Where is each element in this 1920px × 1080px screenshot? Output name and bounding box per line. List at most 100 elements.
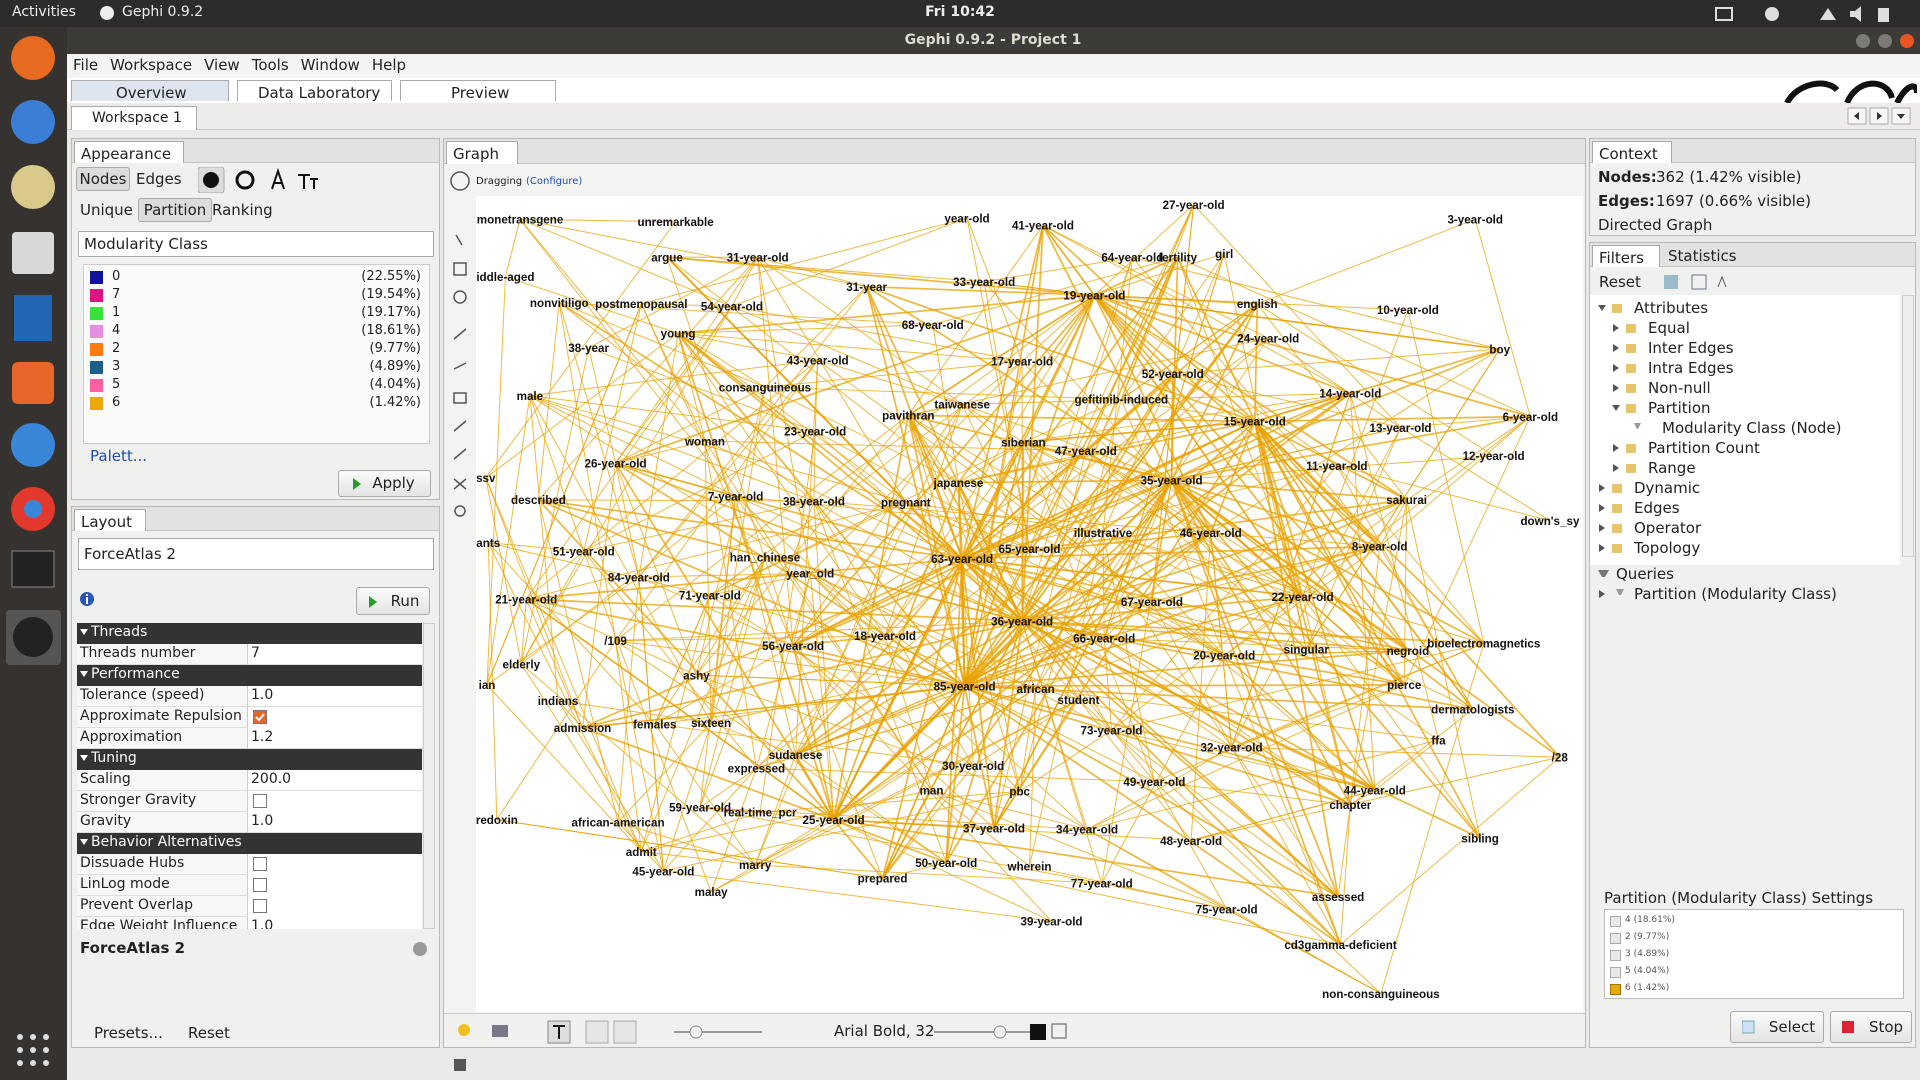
tree-item[interactable]: Modularity Class (Node) <box>1662 419 1842 437</box>
context-tab[interactable]: Context <box>1592 141 1672 163</box>
menu-item[interactable]: Tools <box>251 56 289 74</box>
edge <box>964 685 1473 711</box>
workspace-tab[interactable]: Workspace 1 <box>71 106 197 130</box>
filter-icons[interactable] <box>1662 273 1732 291</box>
attribute-select[interactable]: Modularity Class <box>78 231 434 257</box>
tree-item[interactable]: Partition <box>1648 399 1711 417</box>
scrollbar[interactable] <box>423 623 435 929</box>
menu-item[interactable]: Window <box>300 56 360 74</box>
expander[interactable] <box>80 629 89 637</box>
graph-tab[interactable]: Graph <box>446 141 518 164</box>
settings-box[interactable] <box>1610 916 1621 927</box>
tree-toggle[interactable] <box>1612 344 1621 353</box>
reset-filters[interactable]: Reset <box>1599 273 1641 291</box>
menu-item[interactable]: File <box>73 56 99 74</box>
tree-item[interactable]: Equal <box>1648 319 1690 337</box>
expander[interactable] <box>80 839 89 847</box>
expander[interactable] <box>80 755 89 763</box>
edges-tab[interactable]: Edges <box>136 170 182 188</box>
tree-toggle[interactable] <box>1598 484 1607 493</box>
appearance-tab[interactable]: Appearance <box>74 141 184 163</box>
settings-label: 3 (4.89%) <box>1625 949 1670 959</box>
partition-tab[interactable]: Partition <box>138 198 212 222</box>
tree-item[interactable]: Topology <box>1634 539 1701 557</box>
scrollbar[interactable] <box>1902 295 1914 557</box>
data-lab-tab[interactable]: Data Laboratory <box>237 80 392 102</box>
settings-box[interactable] <box>1610 984 1621 995</box>
tree-item[interactable]: Partition Count <box>1648 439 1760 457</box>
property-value[interactable]: 200.0 <box>248 770 422 791</box>
tree-item[interactable]: Non-null <box>1648 379 1711 397</box>
tree-item[interactable]: Edges <box>1634 499 1680 517</box>
property-value[interactable]: 1.0 <box>248 917 422 929</box>
tree-toggle[interactable] <box>1598 504 1607 513</box>
tree-toggle[interactable] <box>1598 524 1607 533</box>
property-checkbox[interactable] <box>253 878 267 892</box>
edge <box>1021 303 1258 622</box>
app-menu[interactable]: Gephi 0.9.2 <box>122 4 204 20</box>
preview-tab[interactable]: Preview <box>400 80 556 102</box>
settings-box[interactable] <box>1610 950 1621 961</box>
menu-item[interactable]: View <box>204 56 240 74</box>
property-value[interactable]: 7 <box>248 644 422 665</box>
tree-toggle[interactable] <box>1612 384 1621 393</box>
configure-link[interactable]: (Configure) <box>526 176 583 187</box>
tree-toggle[interactable] <box>1598 304 1607 313</box>
property-value[interactable]: 1.0 <box>248 812 422 833</box>
reset-layout[interactable]: Reset <box>188 1024 230 1042</box>
graph-tools[interactable] <box>448 169 476 1080</box>
edge <box>486 303 642 686</box>
run-icon <box>369 596 377 608</box>
size-slider[interactable] <box>934 1020 1094 1044</box>
presets[interactable]: Presets... <box>94 1024 163 1042</box>
query-item[interactable]: Partition (Modularity Class) <box>1634 585 1837 603</box>
property-checkbox[interactable] <box>253 794 267 808</box>
clock[interactable]: Fri 10:42 <box>925 4 995 20</box>
tree-toggle[interactable] <box>1612 324 1621 333</box>
edge <box>485 477 642 852</box>
property-checkbox[interactable] <box>253 899 267 913</box>
property-value[interactable]: 1.2 <box>248 728 422 749</box>
help-icon[interactable] <box>412 941 428 957</box>
expander[interactable] <box>80 671 89 679</box>
tree-item[interactable]: Intra Edges <box>1648 359 1734 377</box>
window-controls[interactable] <box>1855 32 1917 50</box>
tree-toggle[interactable] <box>1612 364 1621 373</box>
tree-toggle[interactable] <box>1612 444 1621 453</box>
tree-toggle[interactable] <box>1612 464 1621 473</box>
settings-box[interactable] <box>1610 933 1621 944</box>
algorithm-select[interactable]: ForceAtlas 2 <box>78 538 434 570</box>
property-value[interactable]: 1.0 <box>248 686 422 707</box>
toolbar-icons[interactable] <box>452 1020 832 1044</box>
font-name[interactable]: Arial Bold, 32 <box>834 1022 935 1040</box>
layout-tab[interactable]: Layout <box>74 509 146 531</box>
tree-toggle[interactable] <box>1598 590 1607 599</box>
tree-item[interactable]: Dynamic <box>1634 479 1701 497</box>
statistics-tab[interactable]: Statistics <box>1668 247 1737 265</box>
tree-item[interactable]: Inter Edges <box>1648 339 1734 357</box>
node-label: pierce <box>1387 679 1422 692</box>
settings-box[interactable] <box>1610 967 1621 978</box>
appearance-icons[interactable] <box>198 167 388 193</box>
menu-item[interactable]: Help <box>371 56 407 74</box>
info-icon[interactable] <box>79 591 95 607</box>
overview-tab[interactable]: Overview <box>71 80 229 102</box>
tree-toggle[interactable] <box>1612 404 1621 413</box>
property-checkbox[interactable] <box>253 710 267 724</box>
tree-toggle[interactable] <box>1598 544 1607 553</box>
workspace-nav[interactable] <box>1847 107 1917 125</box>
filters-tab[interactable]: Filters <box>1592 245 1660 267</box>
menu-item[interactable]: Workspace <box>110 56 193 74</box>
nodes-tab[interactable]: Nodes <box>76 167 130 191</box>
tree-item[interactable]: Attributes <box>1634 299 1709 317</box>
graph-canvas[interactable]: monetransgene unremarkable year-old 41-year… <box>476 196 1583 1012</box>
status-icons[interactable] <box>1710 4 1910 24</box>
palette-link[interactable]: Palett... <box>90 447 148 465</box>
run-button[interactable]: Run <box>356 587 430 615</box>
tree-item[interactable]: Range <box>1648 459 1696 477</box>
property-checkbox[interactable] <box>253 857 267 871</box>
unique-tab[interactable]: Unique <box>80 201 133 219</box>
activities[interactable]: Activities <box>12 4 76 20</box>
ranking-tab[interactable]: Ranking <box>212 201 273 219</box>
tree-item[interactable]: Operator <box>1634 519 1702 537</box>
